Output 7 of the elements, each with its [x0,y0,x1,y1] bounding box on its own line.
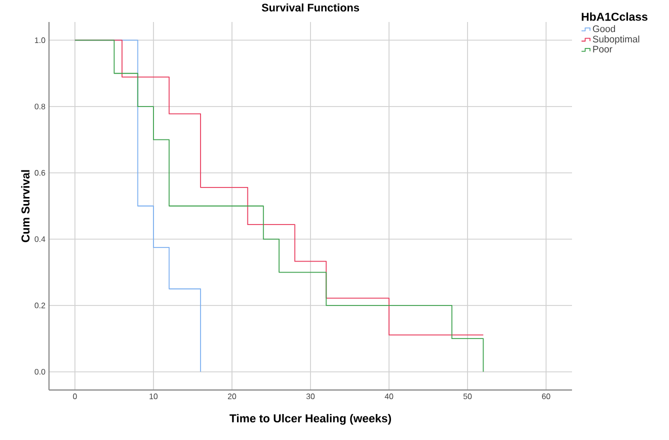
legend-label: Poor [593,46,612,52]
y-axis-title: Cum Survival [21,170,30,242]
x-axis-title: Time to Ulcer Healing (weeks) [230,414,392,425]
legend-label: Suboptimal [592,36,640,44]
legend-label: Good [592,25,615,32]
legend-title: HbA1Cclass [582,12,648,21]
chart-title: Survival Functions [262,3,360,12]
